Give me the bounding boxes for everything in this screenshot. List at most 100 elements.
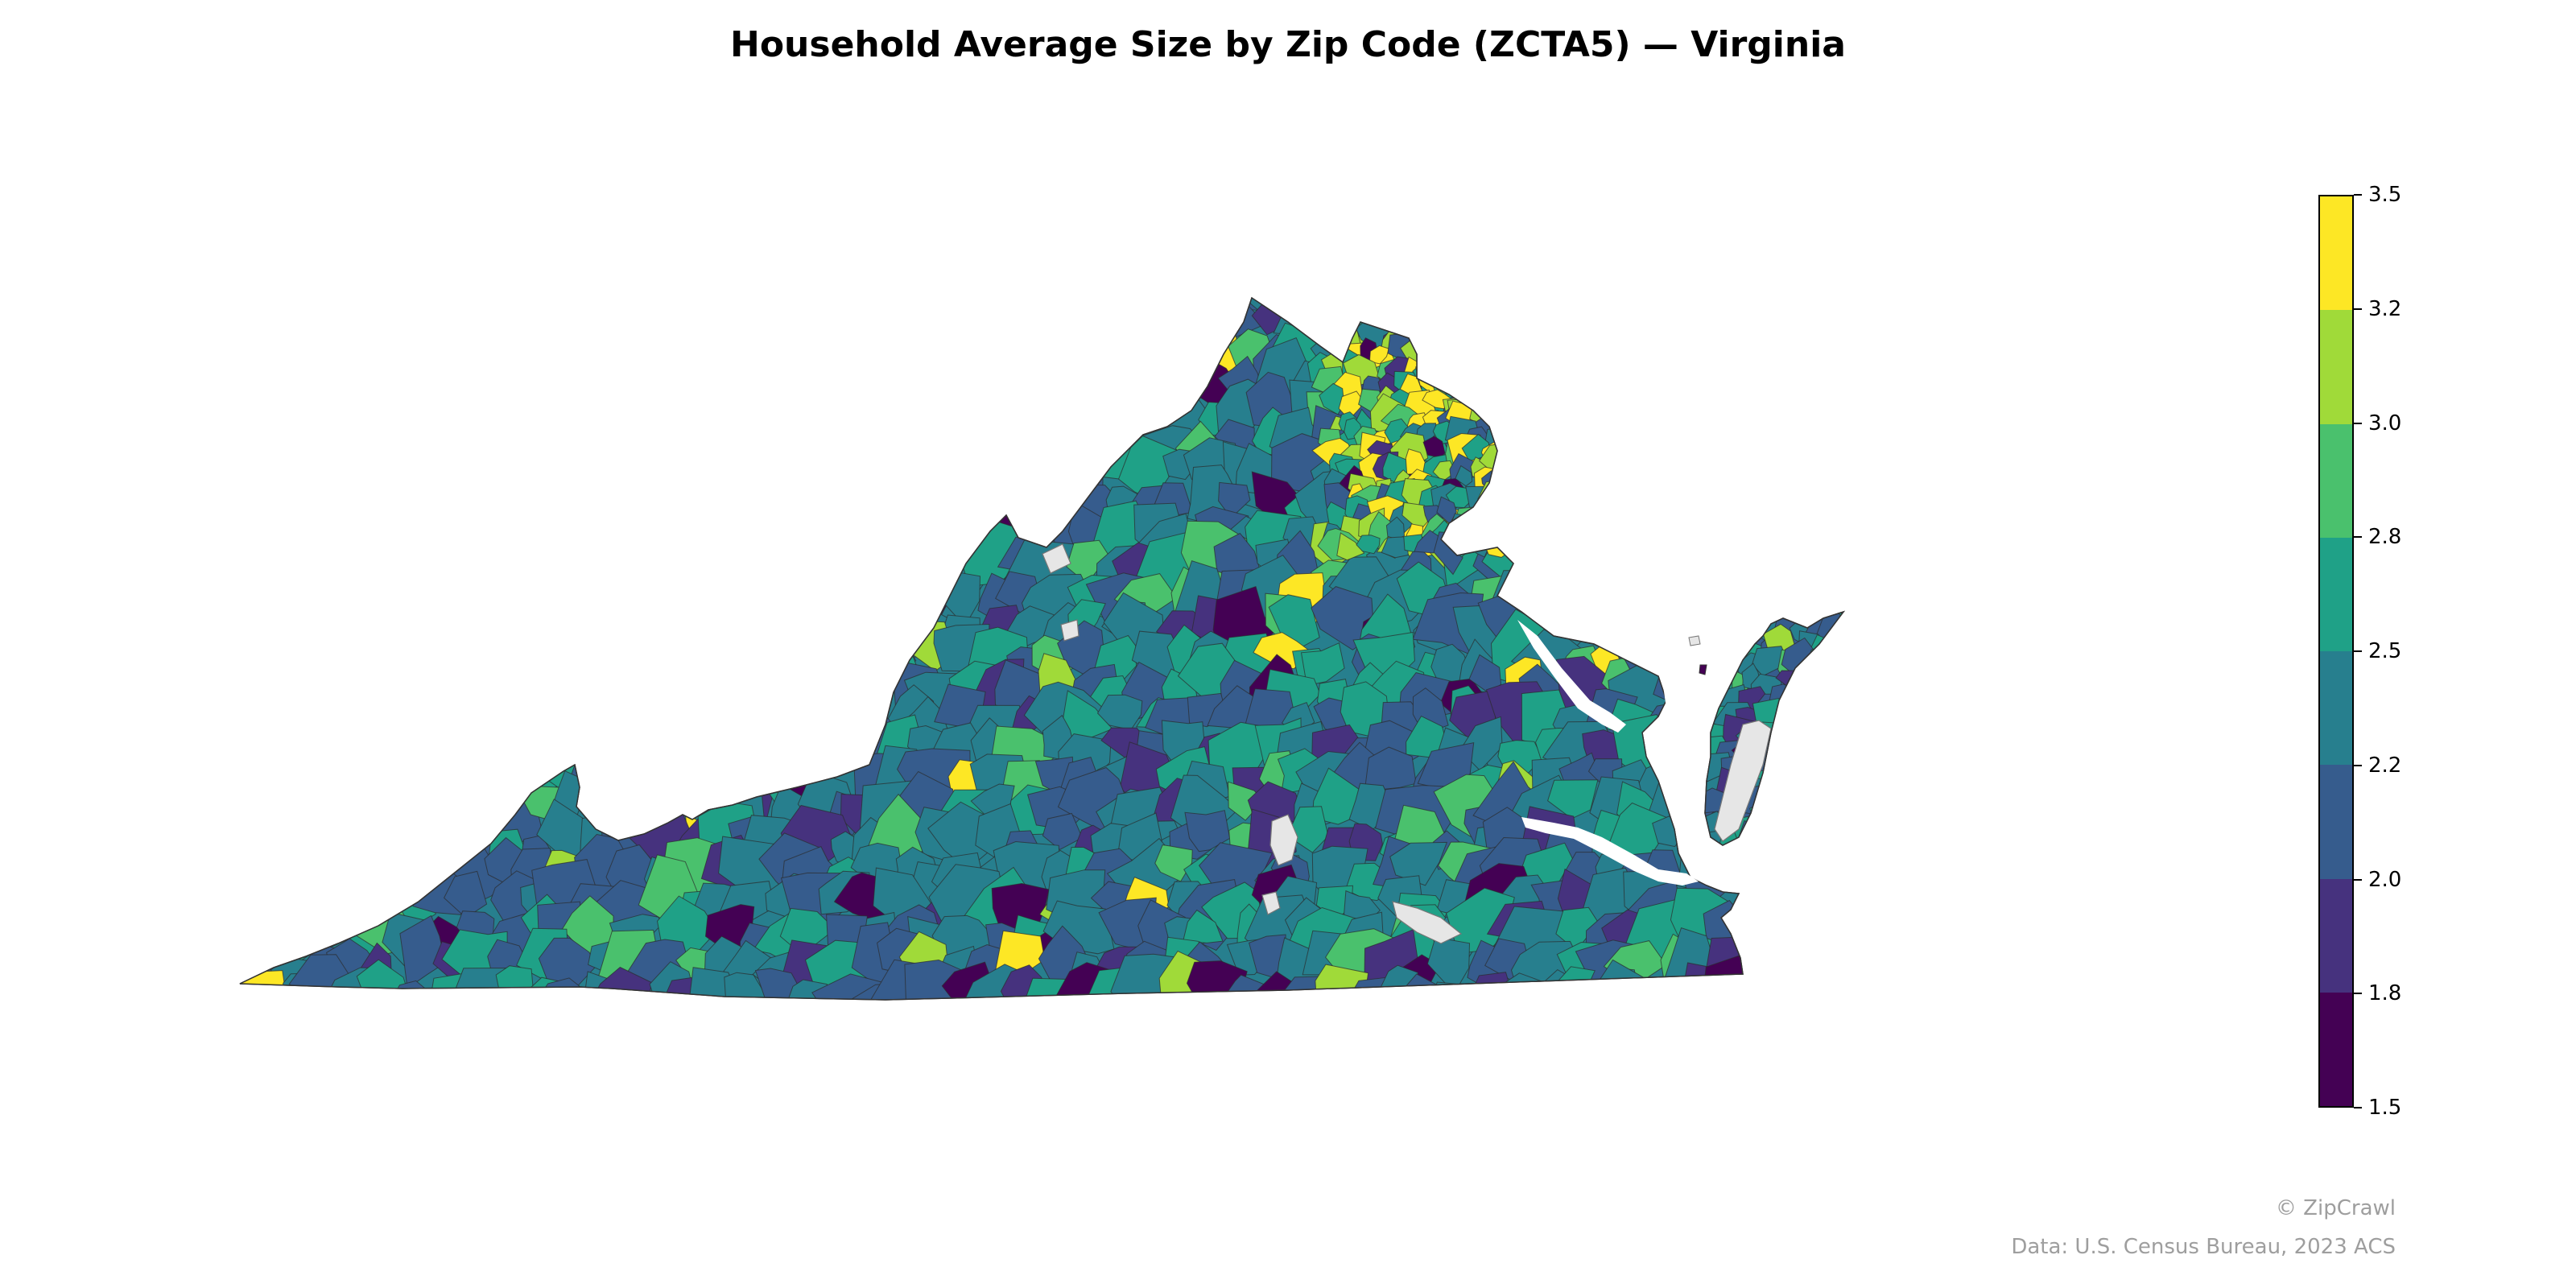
zip-polygon	[677, 514, 728, 556]
zip-polygon	[1601, 497, 1654, 562]
zip-polygon	[355, 354, 411, 399]
zip-polygon	[400, 298, 447, 345]
zip-polygon	[305, 793, 355, 839]
zip-polygon	[435, 411, 502, 490]
zip-polygon	[1117, 356, 1167, 399]
zip-polygon	[1758, 830, 1790, 845]
zip-polygon	[1018, 304, 1061, 345]
zip-polygon	[815, 412, 881, 465]
zip-polygon	[1472, 503, 1501, 531]
zip-polygon	[1621, 298, 1666, 310]
zip-polygon	[1496, 513, 1535, 545]
zip-polygon	[473, 330, 535, 398]
zip-polygon	[1527, 541, 1568, 580]
zip-polygon	[677, 357, 724, 400]
zip-polygon	[517, 301, 576, 380]
zip-polygon	[799, 298, 850, 344]
zip-polygon	[1637, 531, 1702, 597]
zip-polygon	[737, 571, 780, 609]
zip-polygon	[341, 298, 390, 336]
zip-polygon	[503, 473, 572, 530]
zip-polygon	[449, 764, 499, 809]
zip-polygon	[1562, 327, 1609, 383]
colorbar-tick-mark	[2354, 1107, 2362, 1108]
zip-polygon	[531, 610, 611, 656]
zip-polygon	[628, 667, 691, 720]
zip-polygon	[623, 298, 685, 317]
zip-polygon	[240, 537, 266, 597]
zip-polygon	[449, 361, 493, 398]
zip-polygon	[240, 415, 276, 464]
zip-polygon	[573, 480, 635, 539]
zip-polygon	[630, 510, 680, 555]
zip-polygon	[493, 635, 539, 683]
zip-polygon	[242, 914, 283, 952]
zip-polygon	[972, 327, 1016, 372]
zip-polygon	[290, 540, 347, 588]
colorbar-tick-label: 2.2	[2368, 753, 2402, 778]
zip-polygon	[1780, 781, 1806, 803]
zip-polygon	[867, 298, 934, 317]
zip-polygon	[888, 597, 929, 643]
zip-polygon	[568, 354, 630, 420]
zip-polygon	[1556, 530, 1610, 583]
zip-polygon	[1409, 320, 1447, 355]
zip-polygon	[979, 382, 1033, 436]
zip-polygon	[1628, 540, 1666, 575]
zip-polygon	[344, 505, 410, 557]
zip-polygon	[1478, 355, 1521, 385]
zip-polygon	[552, 445, 594, 483]
zip-polygon	[609, 726, 647, 772]
zip-polygon	[780, 680, 844, 756]
zip-polygon	[689, 574, 740, 623]
zip-polygon	[420, 792, 460, 847]
zip-polygon	[1331, 298, 1382, 336]
zip-polygon	[695, 365, 762, 414]
zip-polygon	[846, 419, 907, 481]
zip-polygon	[309, 852, 346, 891]
zip-polygon	[1792, 706, 1828, 736]
zip-polygon	[481, 417, 537, 477]
zip-polygon	[911, 298, 987, 356]
zip-polygon	[403, 320, 462, 377]
zip-polygon	[1806, 770, 1838, 799]
zip-polygon	[361, 449, 407, 497]
zip-polygon	[584, 298, 641, 332]
zip-polygon	[1774, 795, 1800, 827]
zip-polygon	[419, 494, 466, 540]
zip-polygon	[1707, 848, 1740, 886]
zip-polygon	[1103, 311, 1154, 354]
zip-polygon	[258, 395, 327, 452]
zip-polygon	[663, 750, 715, 810]
zip-polygon	[269, 803, 324, 878]
zip-polygon	[359, 807, 409, 865]
zip-polygon	[240, 568, 272, 621]
zip-polygon	[1827, 737, 1843, 774]
zip-polygon	[993, 361, 1046, 417]
zip-polygon	[518, 298, 567, 311]
zip-polygon	[1298, 298, 1346, 327]
zip-polygon	[1697, 577, 1743, 630]
zip-polygon	[240, 469, 295, 535]
zip-polygon	[821, 391, 869, 433]
zip-polygon	[427, 615, 485, 683]
zip-polygon	[1413, 298, 1463, 315]
zip-polygon	[1543, 311, 1591, 345]
zip-polygon	[291, 329, 351, 394]
zip-polygon	[895, 422, 955, 479]
zip-polygon	[1707, 612, 1730, 621]
zip-polygon	[726, 688, 798, 758]
zip-polygon	[240, 718, 286, 775]
zip-polygon	[553, 533, 625, 588]
zip-polygon	[667, 642, 726, 700]
zip-polygon	[388, 612, 461, 690]
zip-polygon	[1662, 541, 1732, 591]
zip-polygon	[724, 724, 778, 789]
zip-polygon	[415, 592, 476, 647]
zip-polygon	[589, 395, 636, 436]
zip-polygon	[1535, 568, 1575, 612]
zip-polygon	[1571, 461, 1641, 524]
zip-polygon	[800, 419, 861, 484]
zip-polygon	[425, 440, 471, 495]
zip-polygon	[514, 463, 548, 490]
